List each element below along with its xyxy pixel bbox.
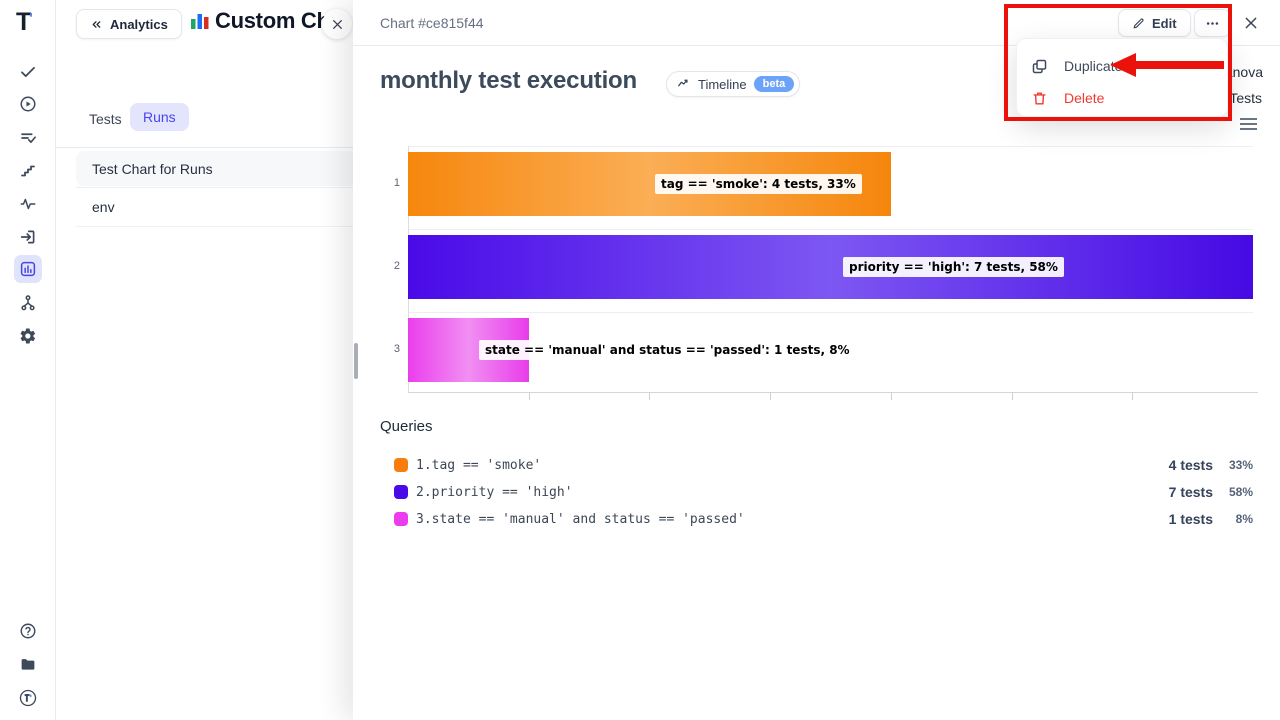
drawer-scrollbar[interactable]: [354, 343, 358, 379]
gridline: [408, 312, 1253, 313]
query-number: 1.: [416, 457, 432, 473]
chart-title: monthly test execution: [380, 67, 637, 94]
category-label-2: 2: [393, 260, 400, 272]
timeline-label: Timeline: [698, 76, 747, 92]
icon-sidebar: [0, 0, 56, 720]
query-number: 2.: [416, 484, 432, 500]
close-icon: [1245, 17, 1257, 29]
delete-label: Delete: [1064, 90, 1105, 106]
chart-context-menu-icon[interactable]: [1240, 118, 1257, 130]
bar-chart-icon[interactable]: [19, 260, 37, 278]
drawer-header-divider: [353, 45, 1280, 46]
app-logo[interactable]: T': [16, 8, 33, 36]
list-item-env[interactable]: env: [76, 188, 356, 227]
tabs-divider: [56, 147, 356, 148]
ellipsis-icon: [1206, 21, 1219, 25]
menu-item-duplicate[interactable]: Duplicate: [1031, 54, 1122, 78]
drawer-title: Chart #ce815f44: [380, 15, 484, 31]
query-tests-count: 1 tests: [1168, 511, 1213, 527]
menu-item-delete[interactable]: Delete: [1031, 86, 1104, 110]
query-row-2[interactable]: 2. priority == 'high' 7 tests 58%: [380, 481, 1253, 503]
tab-runs[interactable]: Runs: [130, 103, 189, 131]
gear-icon[interactable]: [19, 327, 37, 345]
bar-priority-high[interactable]: [408, 235, 1253, 299]
query-swatch-violet: [394, 485, 408, 499]
duplicate-label: Duplicate: [1064, 58, 1123, 74]
query-percent: 58%: [1228, 485, 1253, 499]
tab-tests[interactable]: Tests: [89, 111, 122, 127]
right-text-fragment-anova: anova: [1224, 64, 1263, 80]
back-button-label: Analytics: [110, 16, 168, 32]
trend-line-icon: [678, 79, 688, 87]
query-text: tag == 'smoke': [431, 457, 542, 473]
sign-in-icon[interactable]: [19, 228, 37, 246]
queries-heading: Queries: [380, 418, 433, 435]
panel-close-button[interactable]: [322, 9, 352, 39]
list-item-test-chart-for-runs[interactable]: Test Chart for Runs: [76, 151, 356, 186]
logo-badge-icon[interactable]: [16, 686, 40, 710]
actions-dropdown-menu: Duplicate Delete: [1016, 38, 1228, 117]
beta-badge: beta: [753, 76, 795, 92]
close-icon: [332, 19, 342, 29]
gridline: [408, 146, 1253, 147]
edit-button[interactable]: Edit: [1118, 9, 1191, 37]
query-swatch-magenta: [394, 512, 408, 526]
help-icon[interactable]: [19, 622, 37, 640]
pencil-icon: [1133, 17, 1144, 28]
query-percent: 33%: [1228, 458, 1253, 472]
x-axis-ticks: [408, 392, 1253, 401]
right-text-fragment-tests: Tests: [1229, 90, 1262, 106]
bar-label-2: priority == 'high': 7 tests, 58%: [843, 257, 1064, 277]
query-swatch-orange: [394, 458, 408, 472]
category-label-1: 1: [393, 177, 400, 189]
list-check-icon[interactable]: [19, 129, 37, 147]
charts-list-panel: [56, 0, 356, 720]
timeline-toggle[interactable]: Timeline beta: [666, 71, 801, 97]
list-divider: [76, 187, 356, 188]
edit-button-label: Edit: [1152, 15, 1177, 31]
pulse-icon[interactable]: [19, 195, 37, 213]
more-actions-button[interactable]: [1194, 9, 1231, 37]
query-percent: 8%: [1235, 512, 1253, 526]
query-row-1[interactable]: 1. tag == 'smoke' 4 tests 33%: [380, 454, 1253, 476]
query-number: 3.: [416, 511, 432, 527]
x-axis-line: [408, 392, 1258, 393]
query-text: priority == 'high': [431, 484, 573, 500]
steps-icon[interactable]: [19, 162, 37, 180]
bar-label-1: tag == 'smoke': 4 tests, 33%: [655, 174, 862, 194]
trash-icon: [1033, 91, 1046, 105]
colored-bar-chart-icon: [189, 11, 211, 33]
query-tests-count: 4 tests: [1168, 457, 1213, 473]
query-text: state == 'manual' and status == 'passed': [431, 511, 745, 527]
double-chevron-left-icon: [92, 20, 101, 28]
branch-icon[interactable]: [19, 294, 37, 312]
check-icon[interactable]: [19, 63, 37, 81]
query-tests-count: 7 tests: [1168, 484, 1213, 500]
query-row-3[interactable]: 3. state == 'manual' and status == 'passe…: [380, 508, 1253, 530]
duplicate-icon: [1032, 59, 1047, 73]
category-label-3: 3: [393, 343, 400, 355]
gridline: [408, 229, 1253, 230]
play-circle-icon[interactable]: [19, 95, 37, 113]
drawer-close-button[interactable]: [1241, 13, 1261, 33]
docs-icon[interactable]: [19, 655, 37, 673]
bar-label-3: state == 'manual' and status == 'passed'…: [479, 340, 856, 360]
back-to-analytics-button[interactable]: Analytics: [76, 9, 182, 39]
